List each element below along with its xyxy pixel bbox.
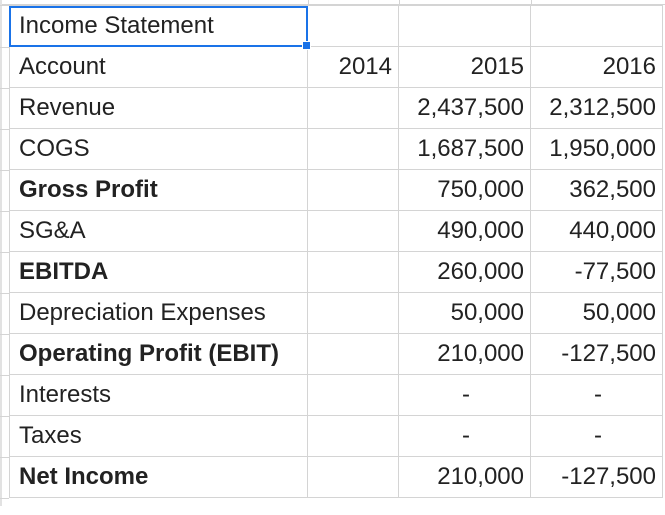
- year-2014-cell[interactable]: [307, 333, 399, 375]
- sheet-row: Operating Profit (EBIT) 210,000 -127,500: [9, 333, 663, 375]
- year-2015-cell[interactable]: 1,687,500: [398, 128, 531, 170]
- year-2015-cell[interactable]: [398, 5, 531, 47]
- year-2014-cell[interactable]: [307, 5, 399, 47]
- row-divider: [0, 498, 9, 499]
- year-2014-cell[interactable]: [307, 87, 399, 129]
- sheet-row: EBITDA 260,000 -77,500: [9, 251, 663, 293]
- account-cell[interactable]: Taxes: [9, 415, 308, 457]
- account-cell[interactable]: Operating Profit (EBIT): [9, 333, 308, 375]
- year-2015-cell[interactable]: -: [398, 415, 531, 457]
- row-divider: [0, 334, 9, 335]
- year-2015-cell[interactable]: 2015: [398, 46, 531, 88]
- cell-table: Income Statement Account 2014 2015 2016 Reven…: [9, 5, 663, 498]
- account-cell[interactable]: Income Statement: [9, 5, 308, 47]
- year-2016-cell[interactable]: -: [530, 374, 663, 416]
- row-header-strip: [0, 0, 2, 515]
- row-divider: [0, 293, 9, 294]
- sheet-row: Account 2014 2015 2016: [9, 46, 663, 88]
- account-cell[interactable]: Net Income: [9, 456, 308, 498]
- sheet-row: Revenue 2,437,500 2,312,500: [9, 87, 663, 129]
- sheet-row: Depreciation Expenses 50,000 50,000: [9, 292, 663, 334]
- sheet-row: COGS 1,687,500 1,950,000: [9, 128, 663, 170]
- year-2015-cell[interactable]: 210,000: [398, 333, 531, 375]
- year-2014-cell[interactable]: [307, 374, 399, 416]
- row-divider: [0, 457, 9, 458]
- sheet-row: Interests - -: [9, 374, 663, 416]
- year-2015-cell[interactable]: -: [398, 374, 531, 416]
- row-divider: [0, 88, 9, 89]
- account-cell[interactable]: Depreciation Expenses: [9, 292, 308, 334]
- year-2016-cell[interactable]: -127,500: [530, 333, 663, 375]
- sheet-bottom-edge: [0, 506, 665, 515]
- sheet-row: Taxes - -: [9, 415, 663, 457]
- column-divider[interactable]: [308, 0, 309, 5]
- year-2014-cell[interactable]: [307, 210, 399, 252]
- sheet-row: Net Income 210,000 -127,500: [9, 456, 663, 498]
- account-cell[interactable]: SG&A: [9, 210, 308, 252]
- account-cell[interactable]: Account: [9, 46, 308, 88]
- year-2016-cell[interactable]: 362,500: [530, 169, 663, 211]
- column-divider[interactable]: [399, 0, 400, 5]
- year-2015-cell[interactable]: 750,000: [398, 169, 531, 211]
- year-2015-cell[interactable]: 2,437,500: [398, 87, 531, 129]
- row-divider: [0, 170, 9, 171]
- account-cell[interactable]: Gross Profit: [9, 169, 308, 211]
- year-2014-cell[interactable]: [307, 456, 399, 498]
- account-cell[interactable]: COGS: [9, 128, 308, 170]
- year-2015-cell[interactable]: 260,000: [398, 251, 531, 293]
- row-divider: [0, 47, 9, 48]
- year-2016-cell[interactable]: 2016: [530, 46, 663, 88]
- row-divider: [0, 416, 9, 417]
- year-2014-cell[interactable]: [307, 251, 399, 293]
- row-divider: [0, 5, 9, 6]
- year-2016-cell[interactable]: 50,000: [530, 292, 663, 334]
- year-2016-cell[interactable]: -127,500: [530, 456, 663, 498]
- year-2016-cell[interactable]: -: [530, 415, 663, 457]
- cell-table-body: Income Statement Account 2014 2015 2016 Reven…: [9, 5, 663, 498]
- column-header-strip: [0, 0, 665, 5]
- sheet-row: Income Statement: [9, 5, 663, 47]
- column-divider[interactable]: [531, 0, 532, 5]
- year-2016-cell[interactable]: [530, 5, 663, 47]
- year-2016-cell[interactable]: 440,000: [530, 210, 663, 252]
- sheet-row: SG&A 490,000 440,000: [9, 210, 663, 252]
- year-2016-cell[interactable]: -77,500: [530, 251, 663, 293]
- year-2016-cell[interactable]: 1,950,000: [530, 128, 663, 170]
- row-divider: [0, 375, 9, 376]
- year-2014-cell[interactable]: [307, 292, 399, 334]
- row-divider: [0, 211, 9, 212]
- row-divider: [0, 252, 9, 253]
- year-2014-cell[interactable]: [307, 169, 399, 211]
- account-cell[interactable]: EBITDA: [9, 251, 308, 293]
- year-2014-cell[interactable]: [307, 415, 399, 457]
- year-2014-cell[interactable]: [307, 128, 399, 170]
- year-2015-cell[interactable]: 50,000: [398, 292, 531, 334]
- year-2015-cell[interactable]: 490,000: [398, 210, 531, 252]
- sheet-row: Gross Profit 750,000 362,500: [9, 169, 663, 211]
- account-cell[interactable]: Interests: [9, 374, 308, 416]
- row-divider: [0, 129, 9, 130]
- account-cell[interactable]: Revenue: [9, 87, 308, 129]
- year-2014-cell[interactable]: 2014: [307, 46, 399, 88]
- year-2015-cell[interactable]: 210,000: [398, 456, 531, 498]
- year-2016-cell[interactable]: 2,312,500: [530, 87, 663, 129]
